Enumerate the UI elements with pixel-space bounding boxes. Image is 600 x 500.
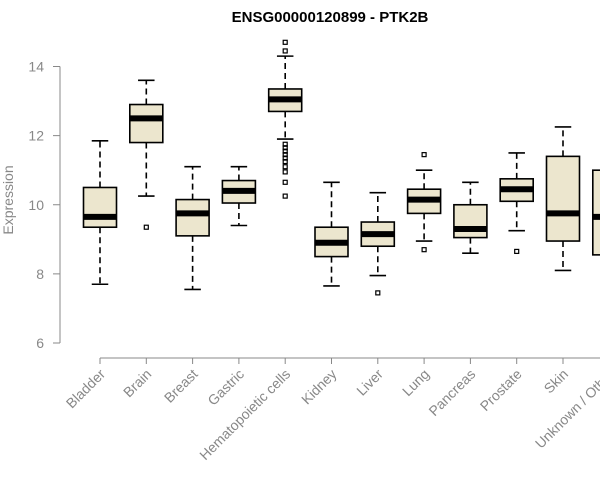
iqr-box: [82, 186, 118, 229]
y-tick-label: 10: [28, 197, 44, 213]
x-tick-label: Skin: [541, 366, 572, 397]
x-tick-label: Liver: [353, 366, 386, 399]
boxes-group: [82, 39, 600, 296]
outlier-point: [421, 247, 427, 253]
outlier-point: [282, 193, 288, 199]
box-breast: [175, 165, 210, 291]
box-hematopoietic-cells: [267, 39, 303, 199]
box-unknown-other: [591, 169, 600, 256]
y-tick-label: 14: [28, 59, 44, 75]
x-tick-label: Lung: [399, 366, 432, 399]
x-tick-label: Kidney: [298, 366, 340, 408]
iqr-box: [175, 198, 210, 237]
outlier-point: [282, 179, 288, 185]
x-tick-label: Breast: [161, 366, 201, 406]
y-tick-label: 6: [36, 335, 44, 351]
y-tick-label: 8: [36, 266, 44, 282]
outlier-point: [282, 48, 288, 54]
box-pancreas: [453, 181, 488, 254]
box-liver: [360, 191, 396, 296]
box-bladder: [82, 140, 118, 286]
iqr-box: [545, 155, 581, 242]
outlier-point: [375, 290, 381, 296]
box-lung: [406, 152, 442, 253]
y-axis: 6 8 10 12 14: [28, 59, 61, 351]
iqr-box: [591, 169, 600, 256]
x-tick-label: Bladder: [63, 366, 109, 412]
y-axis-label: Expression: [0, 165, 16, 234]
outlier-point: [143, 224, 149, 230]
outlier-point: [514, 248, 520, 255]
box-prostate: [499, 152, 535, 255]
x-tick-label: Hematopoietic cells: [196, 366, 293, 463]
iqr-box: [129, 103, 164, 144]
box-skin: [545, 126, 581, 272]
box-kidney: [314, 181, 349, 287]
outlier-point: [421, 152, 427, 158]
x-tick-label: Gastric: [204, 366, 247, 409]
outlier-point: [282, 158, 288, 165]
iqr-box: [453, 203, 488, 239]
y-tick-label: 12: [28, 128, 44, 144]
outlier-point: [282, 164, 288, 170]
box-gastric: [221, 165, 257, 227]
box-brain: [129, 79, 164, 230]
outlier-point: [282, 39, 288, 45]
chart-title: ENSG00000120899 - PTK2B: [232, 9, 429, 26]
x-tick-label: Pancreas: [425, 366, 478, 419]
x-tick-label: Brain: [120, 366, 154, 400]
x-tick-label: Prostate: [477, 366, 525, 414]
outlier-point: [282, 169, 288, 175]
